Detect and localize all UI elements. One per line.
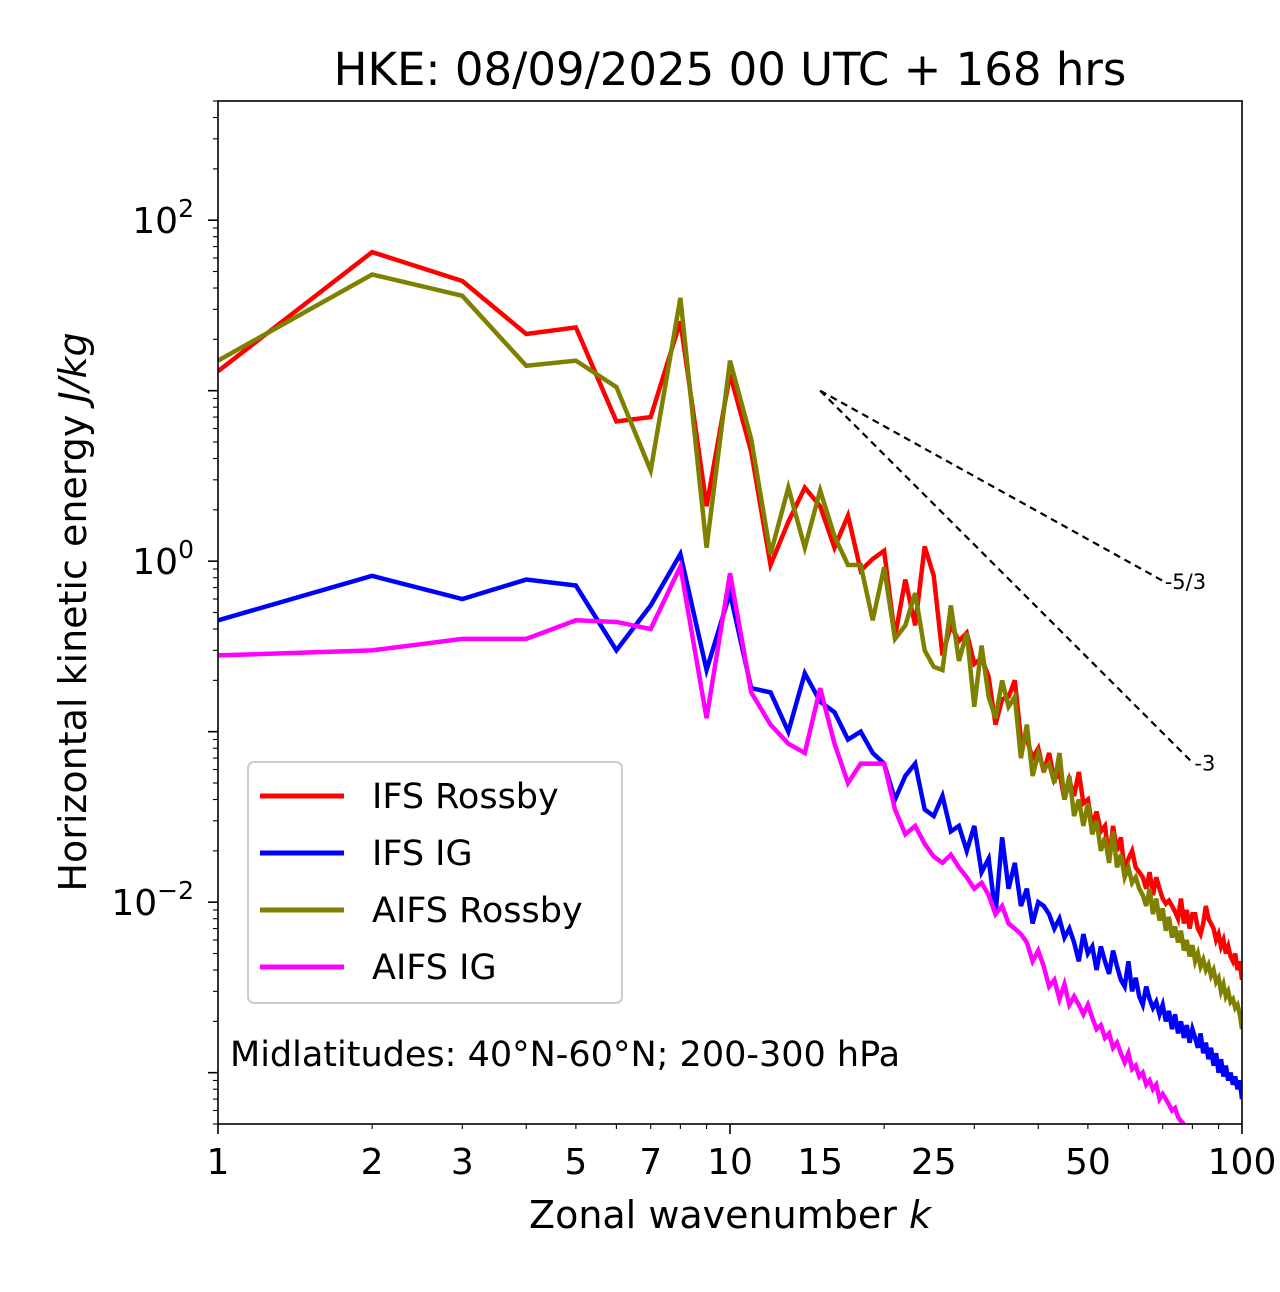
reference-line: [819, 389, 1194, 764]
x-tick-label: 3: [451, 1142, 474, 1183]
y-axis-label: Horizontal kinetic energy J/kg: [51, 332, 95, 891]
x-tick-label: 5: [564, 1142, 587, 1183]
x-tick-label: 1: [207, 1142, 230, 1183]
reference-slope-lines: -5/3 -3: [819, 389, 1215, 776]
chart-title: HKE: 08/09/2025 00 UTC + 168 hrs: [334, 43, 1127, 96]
y-axis-label-unit: J/kg: [51, 332, 95, 409]
legend-label-aifs-ig: AIFS IG: [372, 948, 497, 988]
y-tick-label: 100: [132, 535, 194, 583]
x-tick-label: 25: [911, 1142, 957, 1183]
y-tick-label-base: 10: [132, 542, 178, 583]
x-axis-label-variable: k: [909, 1193, 933, 1237]
y-tick-label-base: 10: [111, 883, 157, 924]
y-tick-label-exponent: −2: [157, 876, 194, 905]
legend-label-ifs-rossby: IFS Rossby: [372, 777, 559, 817]
series-lines: [218, 249, 1242, 1124]
x-tick-label: 2: [361, 1142, 384, 1183]
annotation-region: Midlatitudes: 40°N-60°N; 200-300 hPa: [230, 1035, 900, 1075]
series-line-ifs-ig: [218, 548, 1242, 1100]
x-axis-label-text: Zonal wavenumber: [529, 1193, 909, 1237]
reference-line-label: -5/3: [1165, 570, 1206, 594]
legend: IFS Rossby IFS IG AIFS Rossby AIFS IG: [247, 761, 623, 1004]
x-tick-label: 15: [797, 1142, 843, 1183]
reference-line-label: -3: [1194, 752, 1215, 776]
legend-label-ifs-ig: IFS IG: [372, 834, 473, 874]
x-tick-label: 7: [639, 1142, 662, 1183]
x-tick-label: 50: [1065, 1142, 1111, 1183]
legend-box: [247, 761, 623, 1004]
y-axis-label-text: Horizontal kinetic energy: [51, 403, 95, 892]
legend-label-aifs-rossby: AIFS Rossby: [372, 891, 583, 931]
plot-frame: [217, 100, 1243, 1125]
y-tick-label-base: 10: [132, 201, 178, 242]
series-line-aifs-rossby: [218, 272, 1242, 1030]
y-tick-label-exponent: 2: [178, 194, 194, 223]
y-tick-label: 102: [132, 194, 194, 242]
x-axis-label: Zonal wavenumber k: [529, 1193, 933, 1237]
x-tick-label: 100: [1208, 1142, 1277, 1183]
series-line-aifs-ig: [218, 559, 1186, 1124]
y-tick-label: 10−2: [111, 876, 194, 924]
reference-line: [819, 389, 1164, 582]
y-tick-label-exponent: 0: [178, 535, 194, 564]
x-axis-ticks: 1 2 3 5 7 10 15 25 50 100: [207, 1124, 1277, 1183]
x-tick-label: 10: [707, 1142, 753, 1183]
